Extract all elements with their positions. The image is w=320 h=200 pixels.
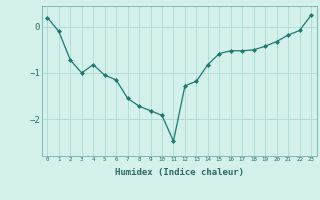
- X-axis label: Humidex (Indice chaleur): Humidex (Indice chaleur): [115, 168, 244, 177]
